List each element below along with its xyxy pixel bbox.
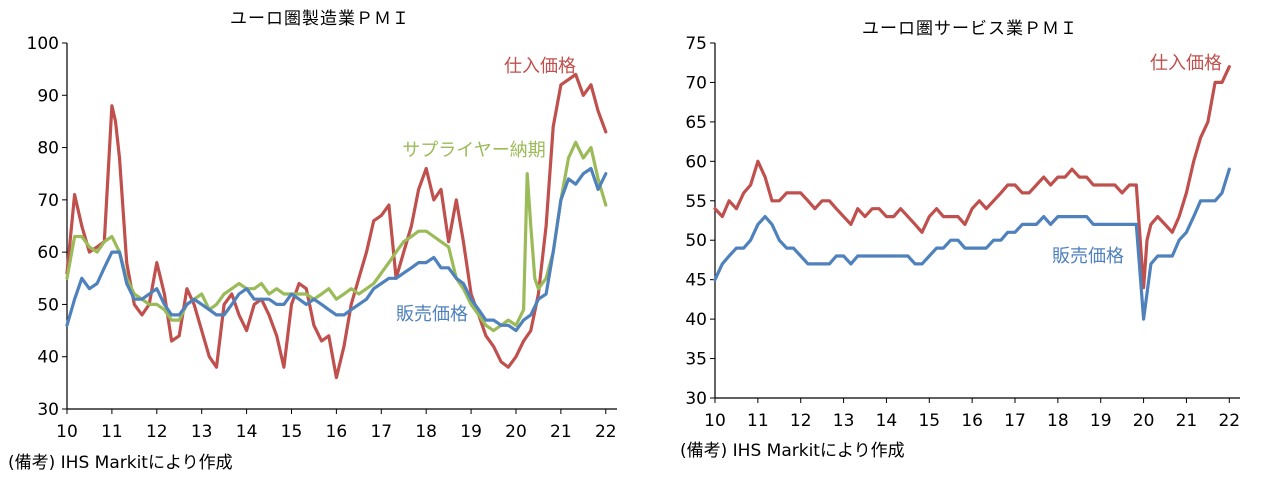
series-label: 販売価格	[396, 304, 468, 325]
source-note: (備考) IHS Markitにより作成	[680, 441, 905, 461]
x-tick-label: 20	[1133, 411, 1155, 431]
x-tick-label: 20	[505, 422, 527, 442]
x-tick-label: 19	[1090, 411, 1112, 431]
y-tick-label: 35	[685, 350, 707, 370]
chart-title: ユーロ圏製造業ＰＭＩ	[230, 9, 410, 29]
x-tick-label: 21	[550, 422, 572, 442]
x-tick-label: 22	[1218, 411, 1240, 431]
y-tick-label: 70	[685, 73, 707, 93]
series-line	[65, 140, 608, 333]
x-tick-label: 15	[281, 422, 303, 442]
series-line	[65, 166, 608, 333]
x-tick-label: 13	[833, 411, 855, 431]
y-tick-label: 40	[37, 348, 59, 368]
y-tick-label: 70	[37, 191, 59, 211]
x-tick-label: 15	[918, 411, 940, 431]
x-tick-label: 17	[1004, 411, 1026, 431]
x-tick-label: 18	[1047, 411, 1069, 431]
series-line	[713, 65, 1231, 290]
x-tick-label: 10	[56, 422, 78, 442]
series-line	[65, 72, 608, 380]
x-tick-label: 13	[191, 422, 213, 442]
y-tick-label: 50	[37, 295, 59, 315]
y-tick-label: 60	[685, 152, 707, 172]
x-tick-label: 12	[146, 422, 168, 442]
y-tick-label: 50	[685, 231, 707, 251]
y-tick-label: 60	[37, 243, 59, 263]
series-line	[713, 167, 1231, 321]
x-tick-label: 11	[747, 411, 769, 431]
series-label: 仕入価格	[1150, 53, 1222, 74]
y-tick-label: 80	[37, 139, 59, 159]
chart-manufacturing-panel: ユーロ圏製造業ＰＭＩ 30 40 50 60 70 80 90 100 10 11 12 13 14 15…	[8, 9, 617, 473]
x-tick-label: 16	[961, 411, 983, 431]
y-tick-label: 55	[685, 192, 707, 212]
x-tick-label: 12	[790, 411, 812, 431]
y-tick-label: 75	[685, 34, 707, 54]
chart-services-plot: 30 35 40 45 50 55 60 65 70 75 10 11 12 13 14 15 16 17 18 19…	[685, 34, 1240, 431]
chart-title: ユーロ圏サービス業ＰＭＩ	[862, 19, 1078, 39]
x-tick-label: 14	[236, 422, 258, 442]
x-tick-label: 18	[415, 422, 437, 442]
y-tick-label: 45	[685, 271, 707, 291]
y-tick-label: 40	[685, 310, 707, 330]
x-tick-label: 17	[370, 422, 392, 442]
y-tick-label: 65	[685, 113, 707, 133]
x-tick-label: 19	[460, 422, 482, 442]
x-tick-label: 22	[595, 422, 617, 442]
y-tick-label: 100	[27, 34, 59, 54]
source-note: (備考) IHS Markitにより作成	[8, 453, 233, 473]
x-tick-label: 11	[101, 422, 123, 442]
y-tick-label: 30	[685, 389, 707, 409]
series-label: 販売価格	[1052, 246, 1124, 267]
x-tick-label: 21	[1176, 411, 1198, 431]
y-tick-label: 90	[37, 86, 59, 106]
x-tick-label: 16	[326, 422, 348, 442]
series-label: サプライヤー納期	[402, 140, 545, 161]
x-tick-label: 10	[704, 411, 726, 431]
x-tick-label: 14	[876, 411, 898, 431]
series-label: 仕入価格	[504, 56, 576, 77]
y-tick-label: 30	[37, 400, 59, 420]
chart-services-panel: ユーロ圏サービス業ＰＭＩ 30 35 40 45 50 55 60 65 70 75 10 11 12 1…	[640, 0, 1276, 480]
chart-manufacturing-plot: 30 40 50 60 70 80 90 100 10 11 12 13 14 15 16 17 18 19 20 2…	[27, 34, 617, 442]
